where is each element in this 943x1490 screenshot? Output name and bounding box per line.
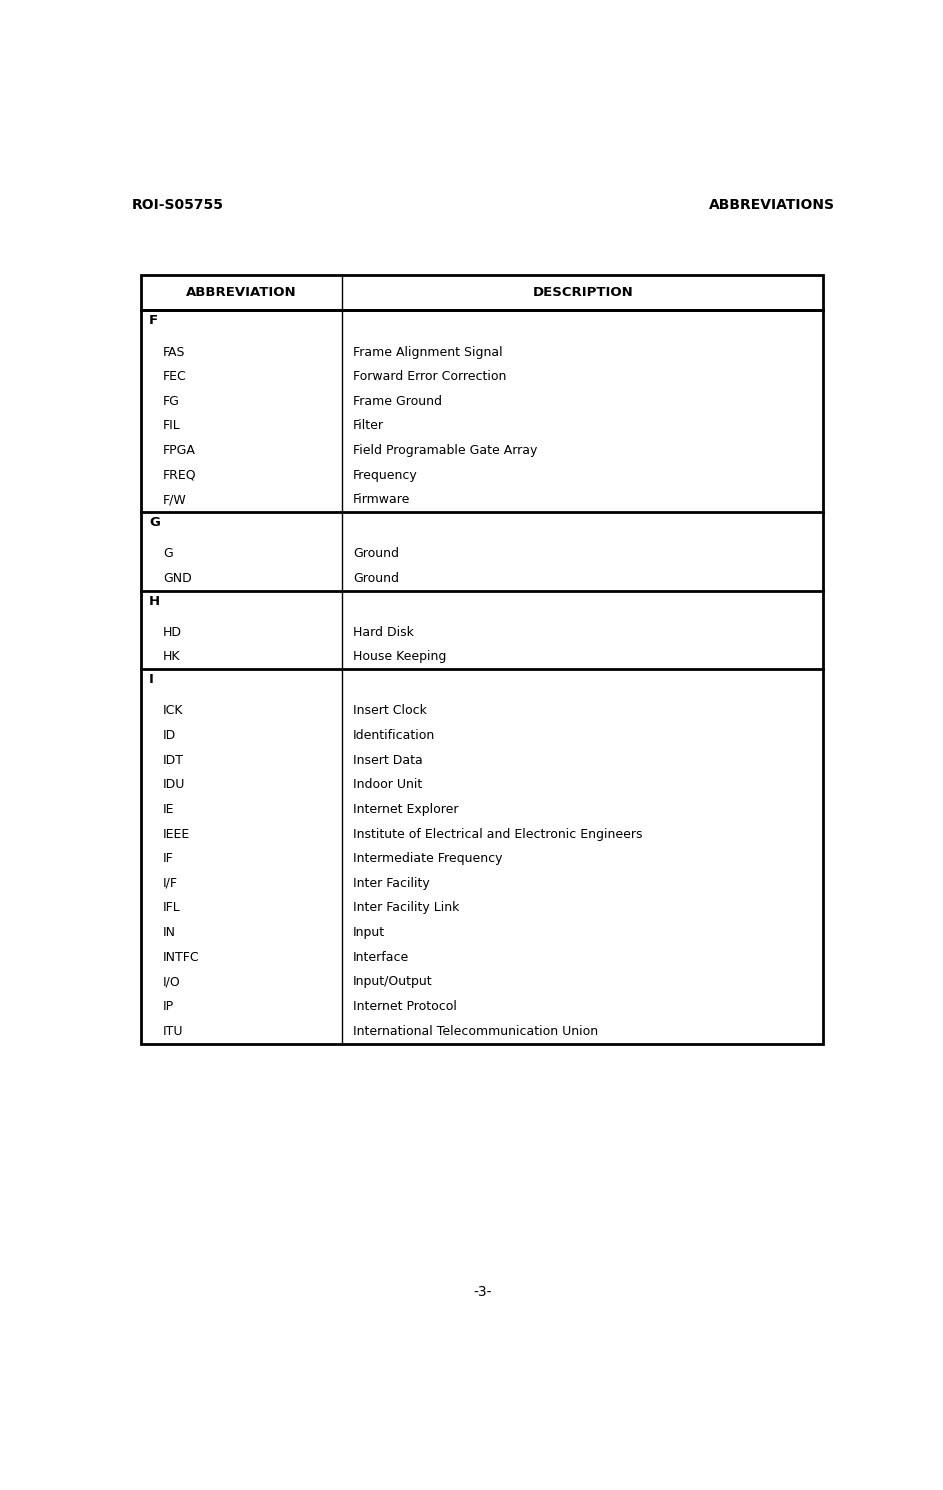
Text: Institute of Electrical and Electronic Engineers: Institute of Electrical and Electronic E… [354,827,643,840]
Text: Filter: Filter [354,420,384,432]
Text: Input: Input [354,927,386,939]
Text: G: G [149,516,159,529]
Text: Frequency: Frequency [354,469,418,481]
Text: I: I [149,673,154,685]
Text: F/W: F/W [163,493,187,507]
Text: Indoor Unit: Indoor Unit [354,778,422,791]
Text: Frame Alignment Signal: Frame Alignment Signal [354,346,503,359]
Text: -3-: -3- [473,1286,492,1299]
Text: Field Programable Gate Array: Field Programable Gate Array [354,444,538,457]
Text: IN: IN [163,927,175,939]
Text: Insert Clock: Insert Clock [354,705,427,717]
Text: F: F [149,314,158,328]
Text: FIL: FIL [163,420,180,432]
Text: FREQ: FREQ [163,469,196,481]
Text: Interface: Interface [354,951,409,964]
Text: IF: IF [163,852,174,866]
Text: GND: GND [163,572,191,586]
Text: IFL: IFL [163,901,180,915]
Text: Internet Explorer: Internet Explorer [354,803,458,817]
Text: I/F: I/F [163,876,178,890]
Text: G: G [163,547,173,560]
Text: DESCRIPTION: DESCRIPTION [533,286,633,299]
Text: IDU: IDU [163,778,185,791]
Text: International Telecommunication Union: International Telecommunication Union [354,1025,598,1037]
Text: FPGA: FPGA [163,444,196,457]
Text: HD: HD [163,626,182,639]
Text: ID: ID [163,729,176,742]
Text: House Keeping: House Keeping [354,651,447,663]
Text: Internet Protocol: Internet Protocol [354,1000,457,1013]
Text: Inter Facility: Inter Facility [354,876,430,890]
Text: IP: IP [163,1000,174,1013]
Text: Inter Facility Link: Inter Facility Link [354,901,459,915]
Text: Identification: Identification [354,729,436,742]
Text: FAS: FAS [163,346,186,359]
Text: IE: IE [163,803,174,817]
Text: I/O: I/O [163,976,180,988]
Text: INTFC: INTFC [163,951,200,964]
Text: Frame Ground: Frame Ground [354,395,442,408]
Text: Hard Disk: Hard Disk [354,626,414,639]
Text: Intermediate Frequency: Intermediate Frequency [354,852,503,866]
Text: Ground: Ground [354,572,399,586]
Text: Input/Output: Input/Output [354,976,433,988]
Bar [141,276,823,1043]
Text: IDT: IDT [163,754,184,767]
Text: Firmware: Firmware [354,493,410,507]
Text: Ground: Ground [354,547,399,560]
Text: ROI-S05755: ROI-S05755 [132,198,223,212]
Text: Insert Data: Insert Data [354,754,422,767]
Text: ICK: ICK [163,705,183,717]
Text: ABBREVIATIONS: ABBREVIATIONS [709,198,835,212]
Text: FEC: FEC [163,370,187,383]
Text: FG: FG [163,395,180,408]
Text: HK: HK [163,651,180,663]
Text: Forward Error Correction: Forward Error Correction [354,370,506,383]
Text: IEEE: IEEE [163,827,190,840]
Text: H: H [149,595,160,608]
Text: ABBREVIATION: ABBREVIATION [187,286,297,299]
Text: ITU: ITU [163,1025,183,1037]
